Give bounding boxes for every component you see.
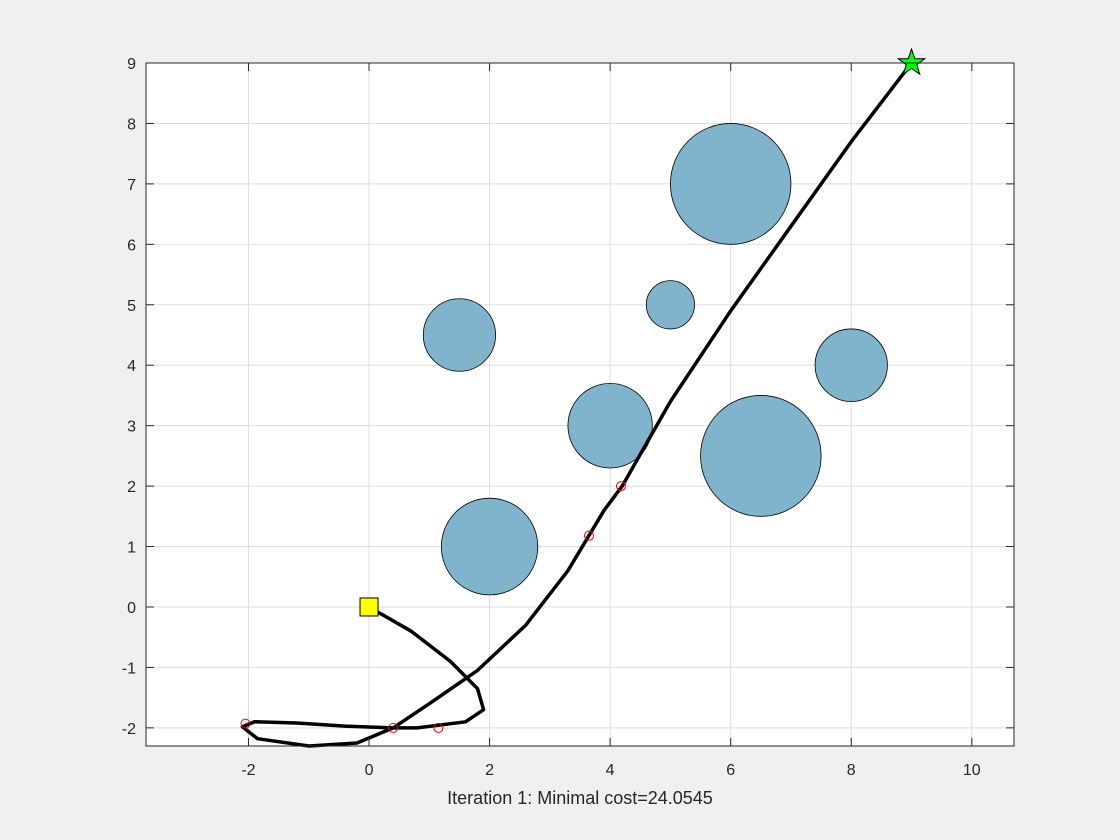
y-tick-label: 9 — [127, 56, 136, 73]
y-tick-label: 4 — [127, 358, 136, 375]
obstacle-circle — [670, 123, 792, 245]
y-tick-labels: -2 -1 0 1 2 3 4 5 6 7 8 9 — [122, 56, 136, 738]
obstacle-circle — [567, 382, 653, 469]
x-tick-label: 8 — [847, 762, 856, 779]
waypoint-marker — [584, 530, 595, 541]
x-tick-label: 0 — [365, 762, 374, 779]
waypoint-marker — [615, 481, 626, 492]
waypoints — [240, 481, 626, 733]
obstacle-circle — [700, 395, 822, 517]
y-tick-label: 1 — [127, 540, 136, 557]
x-tick-label: 10 — [963, 762, 981, 779]
y-tick-label: 7 — [127, 177, 136, 194]
waypoint-marker — [240, 718, 251, 729]
x-axis-label: Iteration 1: Minimal cost=24.0545 — [447, 788, 713, 808]
y-tick-label: 5 — [127, 298, 136, 315]
y-tick-label: -1 — [122, 660, 136, 677]
x-tick-label: 6 — [726, 762, 735, 779]
goal-marker — [896, 47, 927, 76]
start-marker — [359, 597, 379, 617]
obstacle-circle — [440, 497, 539, 596]
y-tick-label: -2 — [122, 721, 136, 738]
waypoint-marker — [388, 722, 399, 733]
y-tick-label: 3 — [127, 419, 136, 436]
x-tick-label: 4 — [606, 762, 615, 779]
obstacle-circle — [422, 298, 497, 372]
y-tick-label: 0 — [127, 600, 136, 617]
y-tick-label: 2 — [127, 479, 136, 496]
obstacle-circle — [814, 328, 888, 402]
x-tick-label: 2 — [485, 762, 494, 779]
axis-ticks — [146, 62, 1014, 746]
y-tick-label: 6 — [127, 237, 136, 254]
waypoint-marker — [433, 722, 444, 733]
axes-frame — [145, 62, 1015, 747]
x-tick-label: -2 — [241, 762, 255, 779]
obstacle-circle — [645, 280, 695, 330]
obstacles — [422, 123, 888, 596]
y-tick-label: 8 — [127, 116, 136, 133]
x-tick-labels: -2 0 2 4 6 8 10 — [241, 762, 980, 779]
